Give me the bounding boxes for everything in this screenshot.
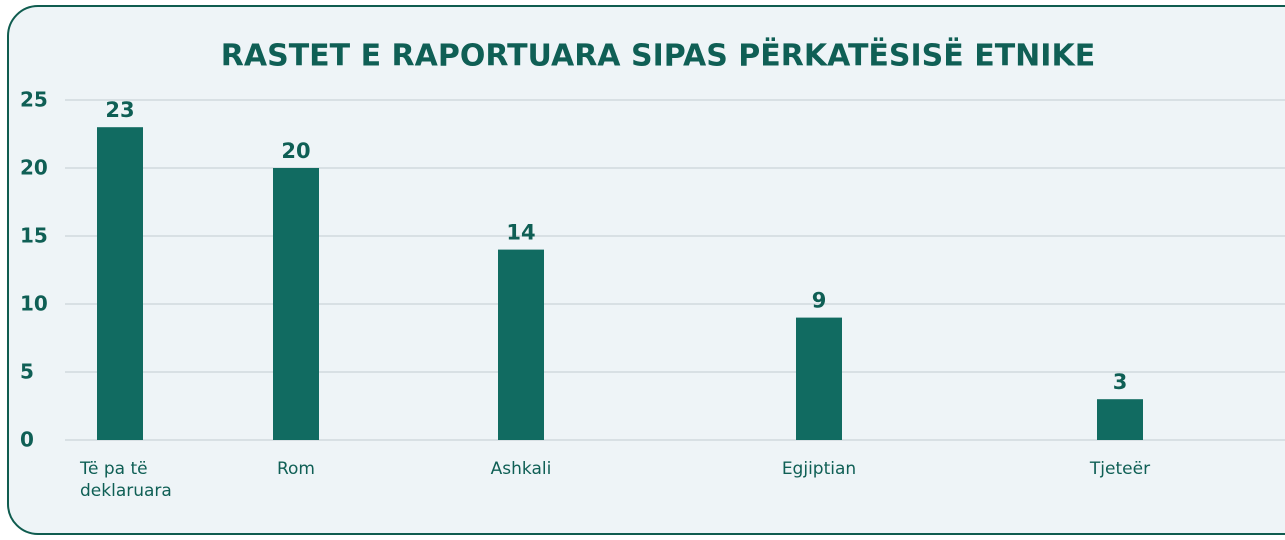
value-label: 23 bbox=[105, 98, 134, 122]
x-tick-label: Tjeteër bbox=[1089, 459, 1151, 479]
bar bbox=[97, 127, 143, 440]
y-tick-label: 10 bbox=[20, 292, 48, 316]
bar bbox=[498, 249, 544, 440]
bar bbox=[796, 317, 842, 440]
value-label: 3 bbox=[1113, 370, 1128, 394]
value-label: 14 bbox=[506, 221, 535, 245]
bar bbox=[1097, 399, 1143, 440]
bar bbox=[273, 168, 319, 440]
x-tick-label: Egjiptian bbox=[781, 459, 857, 479]
value-label: 20 bbox=[281, 139, 310, 163]
value-label: 9 bbox=[812, 289, 827, 313]
y-tick-label: 15 bbox=[20, 224, 48, 248]
y-tick-label: 20 bbox=[20, 156, 48, 180]
chart-title: RASTET E RAPORTUARA SIPAS PËRKATËSISË ET… bbox=[221, 38, 1095, 74]
y-tick-label: 25 bbox=[20, 88, 48, 112]
chart-frame bbox=[7, 5, 1285, 535]
x-tick-label: Rom bbox=[276, 459, 315, 479]
y-tick-label: 5 bbox=[20, 360, 34, 384]
x-tick-label: Ashkali bbox=[490, 459, 552, 479]
y-tick-label: 0 bbox=[20, 428, 34, 452]
x-tick-label: Të pa të deklaruara bbox=[80, 459, 172, 501]
